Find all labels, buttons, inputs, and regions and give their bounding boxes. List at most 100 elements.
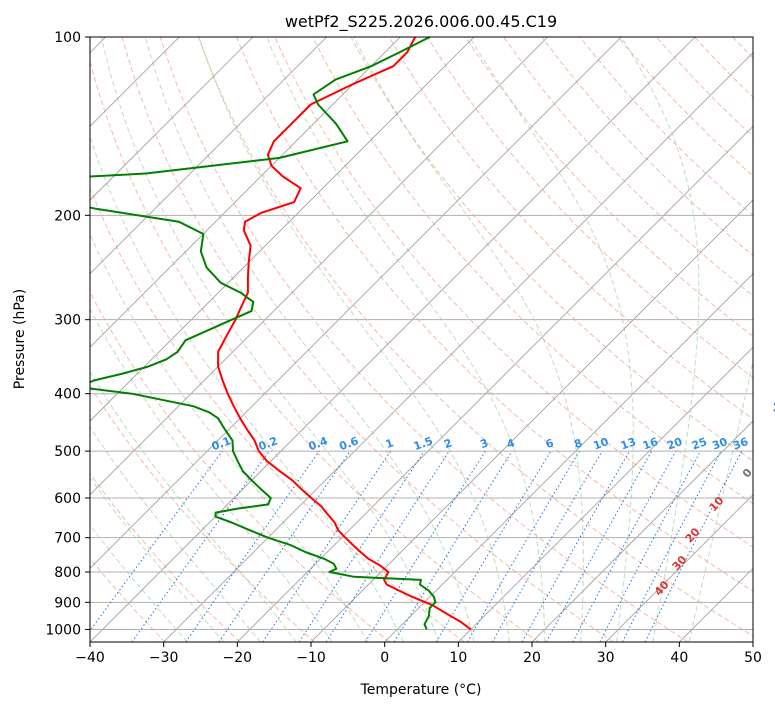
mixing-ratio-line [298, 450, 425, 642]
dry-adiabat [121, 37, 614, 642]
mixing-ratio-line [435, 450, 552, 642]
mixing-ratio-label: 1.5 [412, 434, 435, 453]
isotherm [90, 37, 548, 496]
dry-adiabat [90, 291, 390, 642]
y-tick-label: 200 [54, 208, 81, 224]
mixing-ratio-label: 16 [641, 435, 660, 453]
dry-adiabat [90, 186, 465, 642]
mixing-ratio-line [262, 450, 392, 642]
dewpoint-line [90, 37, 437, 630]
moist-adiabat [90, 476, 225, 642]
mixing-ratio-label: 3 [478, 436, 490, 451]
y-tick-label: 300 [54, 313, 81, 329]
mixing-ratio-label: 6 [544, 436, 556, 451]
x-tick-label: −10 [296, 650, 326, 666]
mixing-ratio-label: 36 [731, 435, 750, 453]
y-axis-label: Pressure (hPa) [12, 289, 28, 389]
moist-adiabat [353, 37, 584, 642]
y-tick-label: 700 [54, 531, 81, 547]
dry-adiabat [90, 384, 316, 642]
isotherm [90, 37, 401, 348]
dry-adiabat [579, 37, 753, 217]
mixing-ratio-label: 8 [572, 436, 584, 451]
x-tick-label: 10 [449, 650, 467, 666]
mixing-ratio-line [621, 450, 722, 642]
dry-adiabat [503, 37, 753, 297]
isotherm [384, 273, 753, 642]
mixing-ratio-line [599, 450, 701, 642]
mixing-ratio-label: 30 [710, 435, 729, 453]
moist-adiabat [620, 37, 700, 642]
y-tick-label: 500 [54, 444, 81, 460]
isotherm [310, 199, 753, 642]
moist-adiabat [90, 135, 404, 642]
isotherm [163, 52, 753, 642]
mixing-ratio-line [90, 450, 223, 632]
x-tick-label: 30 [597, 650, 615, 666]
dry-adiabat [236, 37, 753, 592]
x-tick-label: 0 [380, 650, 389, 666]
mixing-ratio-label: 1 [384, 436, 396, 451]
moist-adiabat [100, 37, 439, 642]
mixing-ratio-line [185, 450, 320, 642]
mixing-ratio-line [644, 450, 743, 642]
moist-adiabat [198, 37, 510, 642]
mixing-ratio-label: 4 [505, 436, 517, 451]
mixing-ratio-line [218, 450, 351, 642]
isotherm [531, 420, 753, 642]
x-axis-label: Temperature (°C) [360, 682, 482, 698]
mixing-ratio-label: 0.6 [338, 434, 361, 453]
axes: −40 −30 −20 −10 0 10 20 30 40 50 1000 900 800 700 600 5… [45, 30, 762, 666]
y-tick-label: 900 [54, 595, 81, 611]
mixing-ratio-label: 0.2 [257, 434, 280, 453]
x-tick-label: 20 [523, 650, 541, 666]
dry-adiabat [159, 37, 689, 642]
mixing-ratio-line [491, 450, 603, 642]
dry-adiabat [426, 37, 753, 378]
mixing-ratio-line [545, 450, 653, 642]
mixing-ratio-label: 0.1 [210, 434, 233, 453]
isotherm [90, 37, 475, 422]
data-lines [90, 37, 472, 631]
isotherm [605, 494, 753, 642]
mixing-ratio-line [131, 450, 270, 642]
x-tick-label: −40 [75, 650, 105, 666]
temperature-line [217, 37, 472, 631]
dry-adiabat [90, 59, 540, 642]
mixing-ratio-line [325, 450, 450, 642]
mixing-ratio-label: 10 [592, 435, 611, 453]
y-tick-label: 400 [54, 387, 81, 403]
moist-adiabat [266, 37, 546, 642]
chart-title: wetPf2_S225.2026.006.00.45.C19 [285, 12, 557, 32]
isotherm [90, 37, 254, 201]
y-tick-label: 600 [54, 491, 81, 507]
dry-adiabat [274, 37, 753, 548]
mixing-ratio-label: 0.4 [307, 434, 330, 453]
x-tick-label: 40 [670, 650, 688, 666]
mixing-ratio-label: 25 [690, 435, 709, 452]
x-tick-label: 50 [744, 650, 762, 666]
mixing-ratio-label: 20 [665, 435, 684, 453]
mixing-ratio-line [572, 450, 677, 642]
isotherm [90, 37, 696, 642]
isotherm [90, 37, 622, 569]
moist-adiabat [688, 358, 753, 642]
dry-adiabat-label: -20 [768, 392, 775, 416]
plot-frame [89, 36, 754, 643]
moist-adiabat [90, 308, 333, 642]
moist-adiabat [144, 37, 475, 642]
x-tick-label: −20 [223, 650, 253, 666]
background-lines [90, 37, 753, 642]
moist-adiabat [90, 426, 261, 642]
mixing-ratio-label: 2 [442, 436, 454, 451]
x-tick-label: −30 [149, 650, 179, 666]
moist-adiabat [90, 232, 369, 642]
y-tick-label: 1000 [45, 622, 81, 638]
dry-adiabat [465, 37, 753, 337]
mixing-ratio-line [467, 450, 580, 642]
isotherm [237, 125, 753, 642]
y-tick-label: 800 [54, 565, 81, 581]
mixing-ratio-label: 13 [619, 435, 638, 452]
isotherm [90, 37, 327, 275]
